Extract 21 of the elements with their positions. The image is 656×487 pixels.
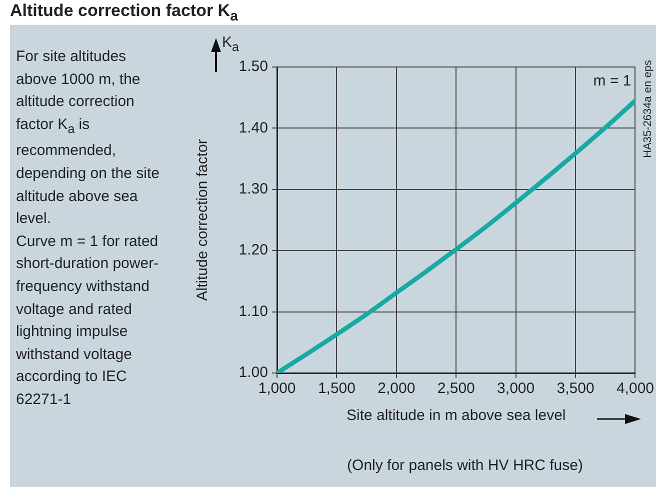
x-tick-label: 1,500 — [318, 380, 356, 398]
x-tick-label: 1,000 — [258, 380, 296, 398]
y-tick-label: 1.40 — [238, 119, 268, 136]
y-axis-title: Altitude correction factor — [194, 139, 212, 301]
x-tick-label: 3,500 — [556, 380, 594, 398]
x-tick-label: 4,000 — [616, 380, 654, 398]
series-label: m = 1 — [593, 72, 632, 90]
y-tick-label: 1.30 — [238, 180, 268, 198]
y-tick-label: 1.10 — [238, 302, 268, 320]
text: Altitude correction factor K$_{a}$ — [10, 1, 238, 24]
x-tick-label: 2,500 — [437, 380, 475, 398]
y-tick-label: 1.20 — [238, 242, 268, 259]
text: (Only for panels with HV HRC fuse) — [346, 457, 584, 474]
x-tick-label: 3,000 — [497, 380, 535, 398]
text: For site altitudes above 1000 m, the altitude correction factor K$_{a}$ is recommended, depending on the site altitude above sea level. Curve m = 1 for rated short-duration power-frequency withstand voltage and rated lightning impulse withstand voltage according to IEC 62271-1 — [16, 48, 160, 408]
text: K$_{a}$ — [222, 34, 239, 54]
x-axis-title: Site altitude in m above sea level — [346, 407, 566, 424]
y-tick-label: 1.50 — [238, 58, 268, 76]
y-tick-label: 1.00 — [238, 364, 268, 382]
x-tick-label: 2,000 — [378, 380, 416, 398]
text: HA35-2634a en eps — [642, 60, 654, 158]
